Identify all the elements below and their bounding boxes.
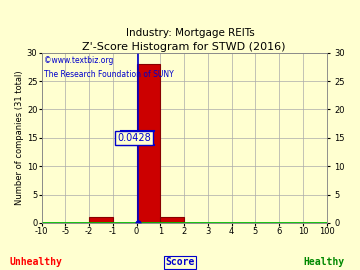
Text: Unhealthy: Unhealthy bbox=[10, 257, 62, 267]
Bar bbox=[89, 217, 113, 223]
Text: Industry: Mortgage REITs: Industry: Mortgage REITs bbox=[126, 28, 255, 38]
Text: Score: Score bbox=[165, 257, 195, 267]
Text: The Research Foundation of SUNY: The Research Foundation of SUNY bbox=[44, 70, 174, 79]
Title: Z'-Score Histogram for STWD (2016): Z'-Score Histogram for STWD (2016) bbox=[82, 42, 286, 52]
Text: 0.0428: 0.0428 bbox=[117, 133, 151, 143]
Bar bbox=[161, 217, 184, 223]
Bar bbox=[137, 64, 161, 223]
Text: Healthy: Healthy bbox=[303, 257, 345, 267]
Text: ©www.textbiz.org: ©www.textbiz.org bbox=[44, 56, 114, 65]
Y-axis label: Number of companies (31 total): Number of companies (31 total) bbox=[15, 70, 24, 205]
